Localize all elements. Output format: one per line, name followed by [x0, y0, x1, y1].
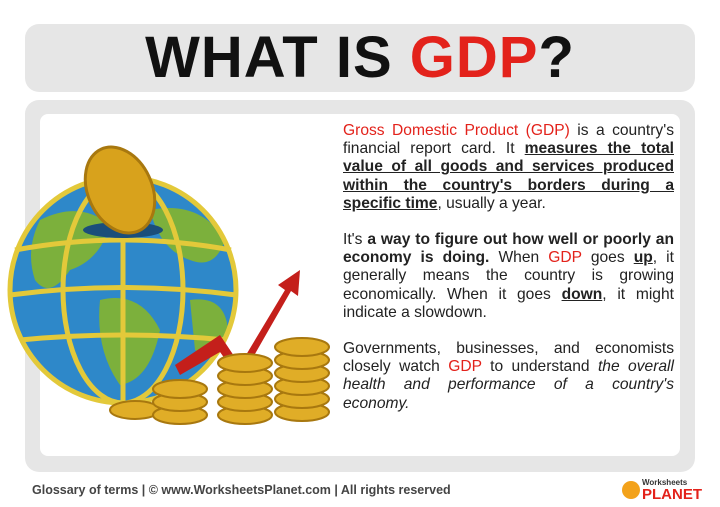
text-run: a way to figure out how well or poorly a…	[343, 231, 674, 267]
text-run: up	[633, 249, 653, 267]
paragraph: Governments, businesses, and economists …	[343, 340, 674, 413]
text-run: measures the total value of all goods an…	[343, 140, 674, 212]
logo-top: Worksheets	[642, 478, 688, 487]
text-run: goes	[581, 249, 634, 267]
title: WHAT IS GDP?	[25, 24, 695, 92]
title-part: WHAT IS	[145, 25, 410, 90]
title-box: WHAT IS GDP?	[25, 24, 695, 92]
paragraph: It's a way to figure out how well or poo…	[343, 231, 674, 322]
logo-bottom: PLANET	[642, 486, 702, 503]
title-part: GDP	[409, 25, 539, 90]
footer: Glossary of terms | © www.WorksheetsPlan…	[32, 483, 451, 497]
illustration	[7, 145, 330, 425]
paragraph: Gross Domestic Product (GDP) is a countr…	[343, 122, 674, 213]
text-run: down	[561, 285, 603, 303]
text-run: to understand	[481, 358, 598, 376]
title-part: ?	[538, 25, 575, 90]
text-run: , usually a year.	[437, 194, 546, 212]
text-run: , it might indicate a slowdown.	[343, 285, 674, 321]
text-run: GDP	[448, 358, 482, 376]
text-run: Governments, businesses, and economists …	[343, 340, 674, 376]
text-run: the overall health and performance of a …	[343, 358, 674, 412]
text-run: It's	[343, 231, 368, 249]
text-run: Gross Domestic Product (GDP)	[343, 122, 570, 139]
text-run: , it generally means the country is grow…	[343, 249, 674, 303]
text-run: is a country's financial report card. It	[343, 122, 674, 158]
text-run: GDP	[548, 249, 582, 267]
body-text: Gross Domestic Product (GDP) is a countr…	[343, 122, 674, 431]
logo: Worksheets PLANET	[620, 478, 702, 504]
text-run: When	[489, 249, 549, 267]
